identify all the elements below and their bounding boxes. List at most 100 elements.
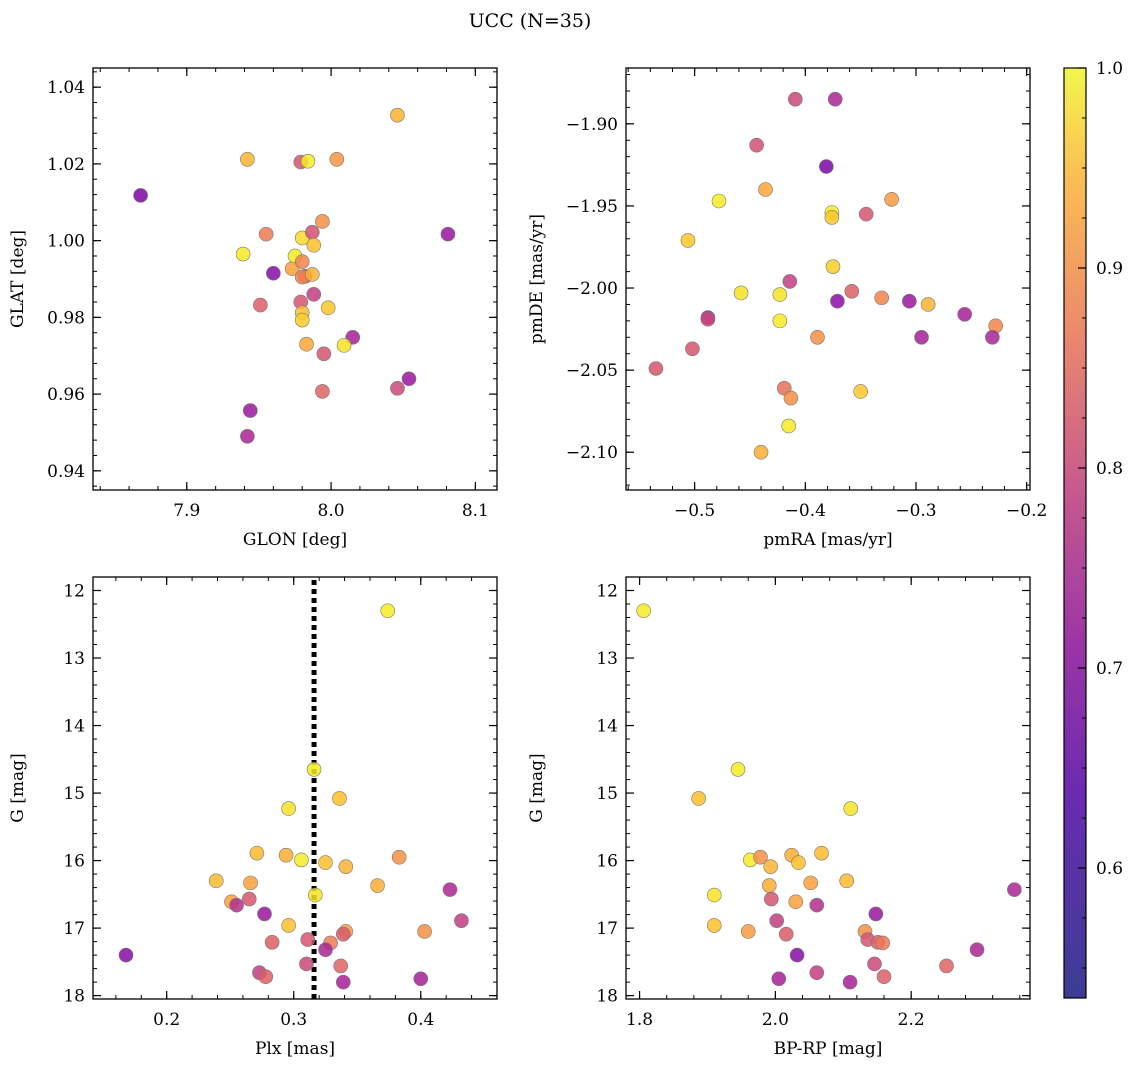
x-tick-label: 1.8 bbox=[626, 1010, 653, 1030]
data-point bbox=[825, 259, 841, 274]
y-tick-label: 14 bbox=[63, 717, 85, 737]
x-axis-label: pmRA [mas/yr] bbox=[763, 530, 892, 550]
y-tick-label: 13 bbox=[63, 649, 85, 669]
data-point bbox=[329, 152, 345, 167]
data-point bbox=[240, 152, 255, 167]
data-point bbox=[300, 153, 316, 169]
data-point bbox=[844, 284, 860, 299]
data-point bbox=[253, 297, 268, 313]
y-tick-label: 12 bbox=[596, 582, 618, 602]
x-tick-label: 0.4 bbox=[407, 1010, 434, 1030]
data-point bbox=[442, 882, 458, 897]
data-point bbox=[772, 313, 788, 329]
data-point bbox=[788, 894, 804, 910]
data-point bbox=[454, 913, 469, 928]
data-point bbox=[809, 897, 825, 913]
data-point bbox=[788, 91, 803, 107]
data-point bbox=[300, 932, 316, 947]
data-point bbox=[753, 849, 768, 865]
data-point bbox=[299, 956, 314, 972]
y-tick-label: 17 bbox=[596, 919, 618, 939]
data-point bbox=[229, 897, 244, 913]
data-point bbox=[306, 287, 322, 302]
y-tick-label: 16 bbox=[596, 852, 618, 872]
data-point bbox=[240, 428, 255, 444]
data-point bbox=[316, 346, 332, 362]
y-axis-label: G [mag] bbox=[527, 753, 547, 822]
data-point bbox=[305, 224, 320, 240]
data-point bbox=[969, 942, 985, 958]
data-point bbox=[306, 762, 322, 777]
axes-frame bbox=[92, 67, 498, 491]
y-axis-label: G [mag] bbox=[8, 753, 28, 822]
data-point bbox=[920, 297, 936, 312]
data-point bbox=[241, 891, 257, 907]
data-point bbox=[243, 875, 258, 891]
data-point bbox=[390, 107, 405, 123]
data-point bbox=[763, 859, 778, 874]
y-tick-label: 1.04 bbox=[47, 78, 85, 98]
x-tick-label: −0.5 bbox=[674, 501, 715, 521]
data-point bbox=[781, 418, 797, 434]
data-point bbox=[294, 852, 309, 868]
data-point bbox=[208, 873, 224, 889]
data-point bbox=[814, 845, 829, 861]
colorbar-gradient bbox=[1063, 67, 1087, 999]
data-point bbox=[417, 924, 432, 939]
colorbar-tick-label: 0.8 bbox=[1096, 459, 1123, 479]
data-point bbox=[985, 329, 1000, 345]
data-point bbox=[819, 159, 834, 174]
scatter-points bbox=[648, 91, 1003, 460]
data-point bbox=[730, 762, 746, 777]
data-point bbox=[281, 918, 296, 933]
data-point bbox=[858, 206, 874, 222]
data-point bbox=[380, 603, 396, 619]
data-point bbox=[685, 341, 700, 357]
x-tick-label: −0.2 bbox=[1006, 501, 1047, 521]
y-tick-label: 18 bbox=[596, 987, 618, 1007]
colorbar-tick-label: 0.6 bbox=[1096, 859, 1123, 879]
x-axis-label: BP-RP [mag] bbox=[774, 1039, 883, 1059]
data-point bbox=[691, 791, 706, 806]
data-point bbox=[764, 891, 779, 907]
data-point bbox=[791, 855, 806, 870]
data-point bbox=[778, 926, 794, 942]
data-point bbox=[749, 137, 764, 153]
x-tick-label: 8.1 bbox=[462, 501, 489, 521]
x-axis-label: GLON [deg] bbox=[243, 530, 347, 550]
y-tick-label: −1.95 bbox=[566, 197, 618, 217]
y-tick-label: −2.00 bbox=[566, 279, 618, 299]
x-tick-label: 7.9 bbox=[173, 501, 200, 521]
colorbar-tick-label: 0.9 bbox=[1096, 259, 1123, 279]
data-point bbox=[803, 875, 818, 891]
data-point bbox=[740, 924, 756, 939]
data-point bbox=[867, 956, 882, 972]
data-point bbox=[118, 947, 134, 963]
data-point bbox=[876, 969, 892, 985]
data-point bbox=[299, 336, 314, 352]
data-point bbox=[769, 913, 785, 928]
axes-frame bbox=[92, 576, 498, 1000]
minor-ticks bbox=[93, 68, 497, 490]
y-tick-label: 13 bbox=[596, 649, 618, 669]
y-tick-label: 15 bbox=[596, 784, 618, 804]
x-tick-label: −0.4 bbox=[785, 501, 826, 521]
data-point bbox=[782, 274, 798, 289]
data-point bbox=[902, 293, 917, 309]
data-point bbox=[266, 265, 281, 281]
data-point bbox=[440, 226, 456, 242]
panels: 7.9 8.0 8.1 1.04 1.02 1.00 0.98 0.96 0.94 GLON [d… bbox=[8, 67, 1047, 1059]
y-tick-label: 0.98 bbox=[47, 308, 85, 328]
data-point bbox=[636, 603, 651, 619]
data-point bbox=[842, 974, 858, 990]
data-point bbox=[401, 371, 417, 387]
x-tick-label: −0.3 bbox=[895, 501, 936, 521]
data-point bbox=[258, 969, 274, 985]
data-point bbox=[810, 329, 825, 345]
data-point bbox=[843, 801, 859, 816]
y-tick-label: −2.05 bbox=[566, 361, 618, 381]
scatter-points bbox=[133, 107, 456, 444]
data-point bbox=[294, 254, 310, 270]
data-point bbox=[761, 878, 777, 893]
data-point bbox=[706, 918, 722, 933]
